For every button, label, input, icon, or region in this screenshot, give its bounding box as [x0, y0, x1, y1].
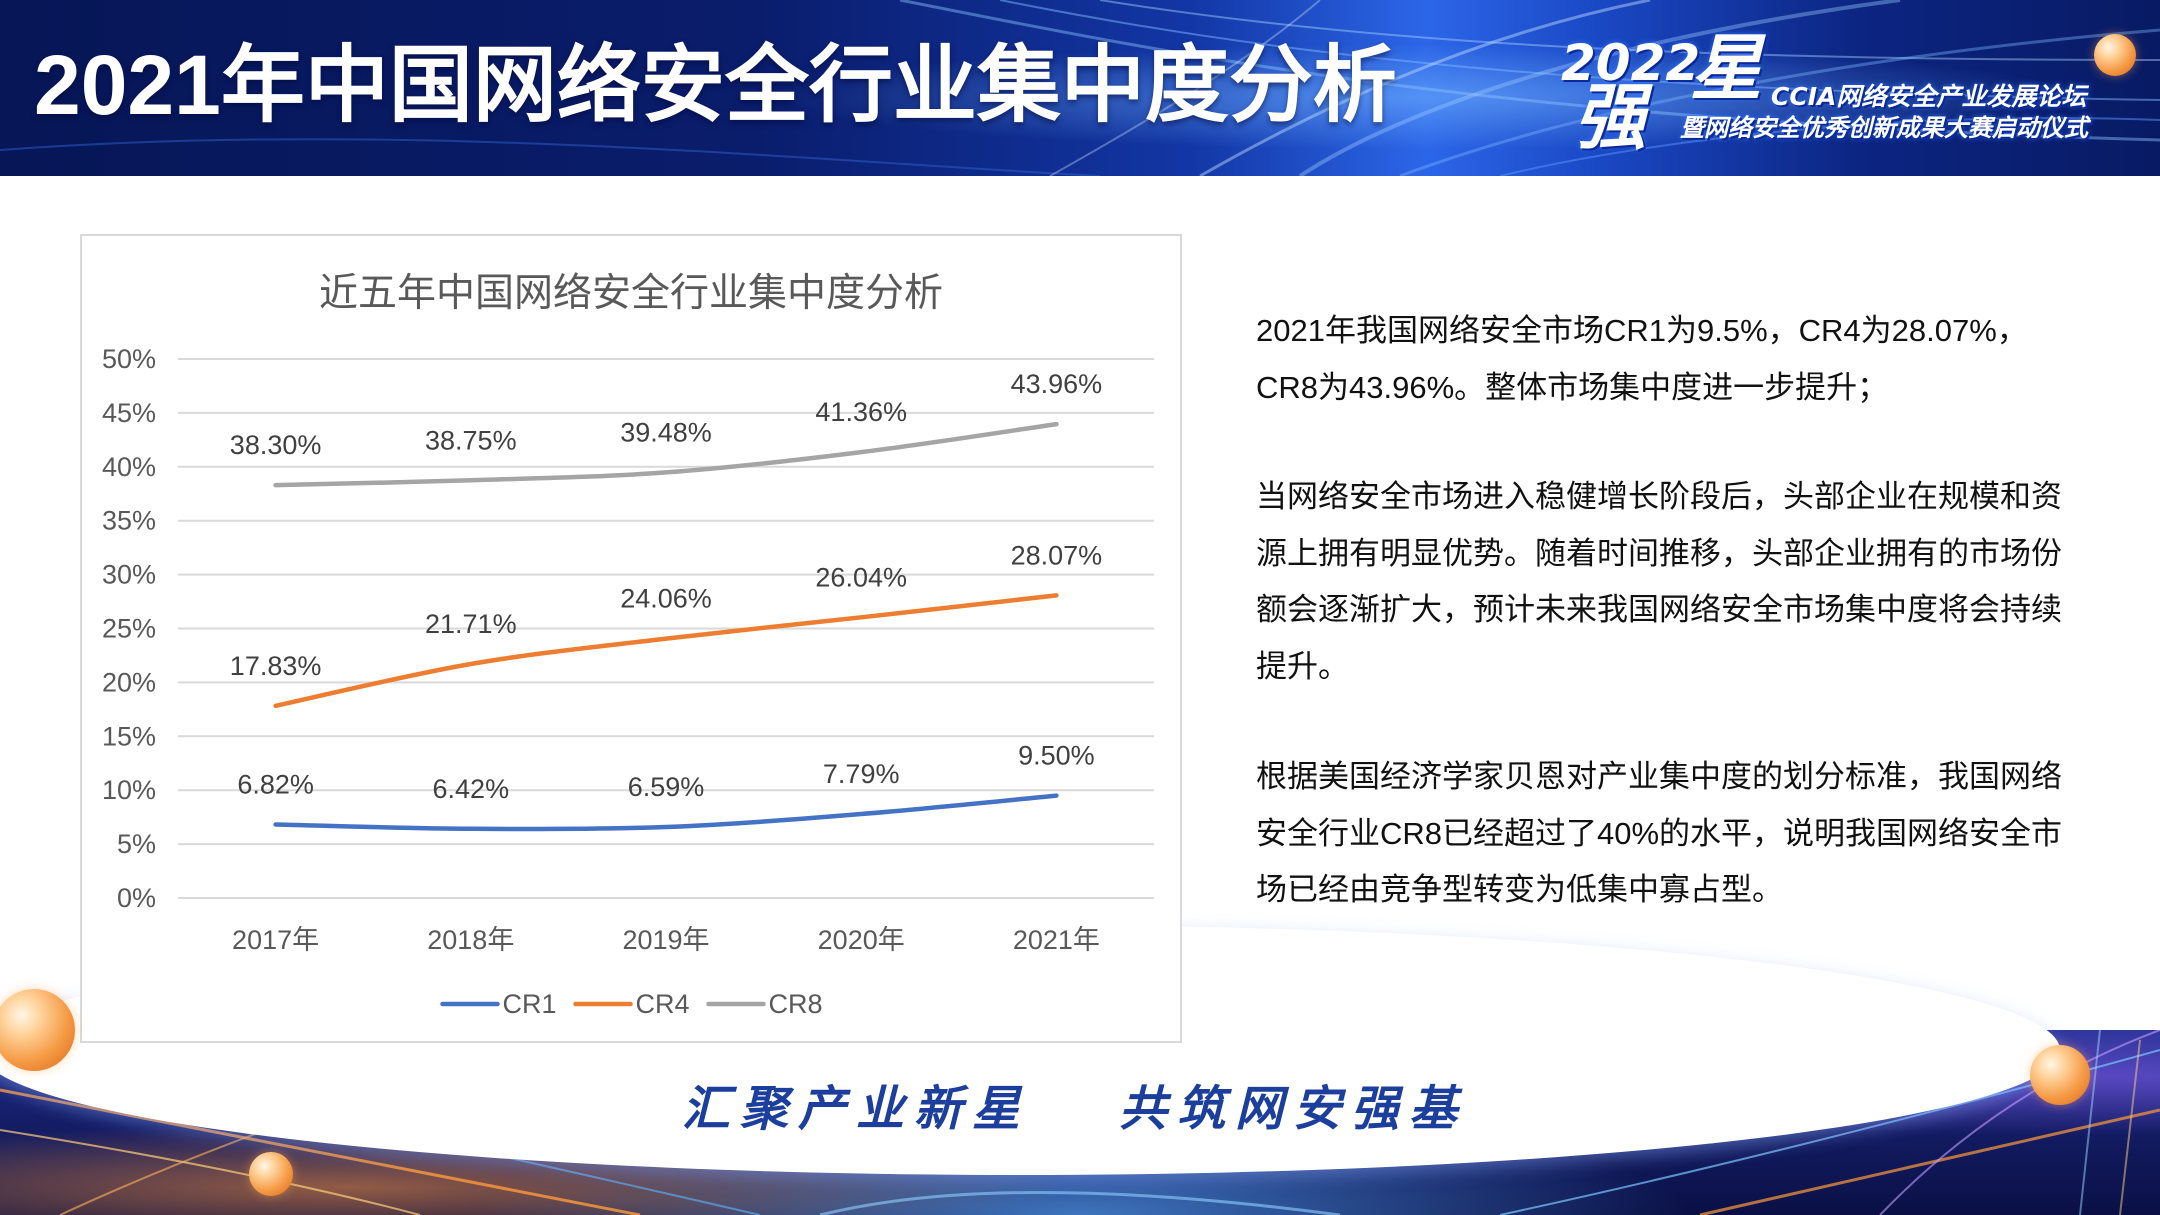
- logo-char-xing: 星: [1690, 26, 1763, 110]
- orange-sphere-decoration: [2030, 1045, 2090, 1105]
- logo-forum-name: CCIA网络安全产业发展论坛: [1771, 82, 2087, 111]
- legend: CR1 CR4 CR8: [440, 989, 823, 1019]
- data-label: 6.82%: [237, 769, 314, 799]
- y-tick-label: 20%: [102, 667, 156, 697]
- legend-label: CR8: [769, 989, 823, 1019]
- slogan-left: 汇聚产业新星: [682, 1081, 1031, 1137]
- line-chart: 0% 5% 10% 15% 20% 25% 30% 35% 40% 45% 50% 2017年 2018…: [102, 344, 1154, 1019]
- data-label: 6.42%: [433, 774, 510, 804]
- text-line: 额会逐渐扩大，预计未来我国网络安全市场集中度将会持续: [1256, 592, 2062, 627]
- slogan-right: 共筑网安强基: [1119, 1081, 1468, 1137]
- analysis-paragraph: 根据美国经济学家贝恩对产业集中度的划分标准，我国网络 安全行业CR8已经超过了4…: [1256, 749, 2116, 919]
- legend-label: CR1: [503, 989, 557, 1019]
- orange-sphere-decoration: [249, 1152, 293, 1196]
- series-cr4: 17.83% 21.71% 24.06% 26.04% 28.07%: [230, 540, 1103, 709]
- analysis-paragraph: 2021年我国网络安全市场CR1为9.5%，CR4为28.07%， CR8为43…: [1256, 303, 2116, 416]
- y-tick-label: 50%: [102, 344, 156, 374]
- analysis-text: 2021年我国网络安全市场CR1为9.5%，CR4为28.07%， CR8为43…: [1256, 0, 2116, 1000]
- y-tick-label: 30%: [102, 560, 156, 590]
- data-label: 24.06%: [620, 584, 712, 614]
- x-tick-label: 2020年: [818, 925, 905, 955]
- data-label: 43.96%: [1011, 369, 1103, 399]
- text-line: 2021年我国网络安全市场CR1为9.5%，CR4为28.07%，: [1256, 313, 2028, 348]
- series-line-cr4: [273, 593, 1059, 709]
- logo-year: 2022: [1561, 34, 1701, 92]
- y-tick-label: 0%: [117, 883, 156, 913]
- header-light-arcs: [0, 0, 2160, 176]
- slide-title: 2021年中国网络安全行业集中度分析: [34, 38, 1397, 132]
- x-tick-label: 2019年: [622, 925, 709, 955]
- x-axis: 2017年 2018年 2019年 2020年 2021年: [232, 925, 1100, 955]
- series-cr8: 38.30% 38.75% 39.48% 41.36% 43.96%: [230, 369, 1103, 488]
- series-cr1: 6.82% 6.42% 6.59% 7.79% 9.50%: [237, 741, 1095, 832]
- logo-ceremony-name: 暨网络安全优秀创新成果大赛启动仪式: [1680, 114, 2088, 142]
- y-tick-label: 45%: [102, 398, 156, 428]
- orange-sphere-decoration: [2094, 34, 2136, 76]
- y-tick-label: 10%: [102, 775, 156, 805]
- data-label: 38.30%: [230, 430, 322, 460]
- y-tick-label: 25%: [102, 614, 156, 644]
- text-line: 根据美国经济学家贝恩对产业集中度的划分标准，我国网络: [1256, 759, 2062, 794]
- header-banner: 2021年中国网络安全行业集中度分析 2022 星 强 CCIA网络安全产业发展…: [0, 0, 2160, 176]
- text-line: 源上拥有明显优势。随着时间推移，头部企业拥有的市场份: [1256, 535, 2062, 571]
- data-label: 7.79%: [823, 759, 900, 789]
- text-line: CR8为43.96%。整体市场集中度进一步提升；: [1256, 369, 1889, 405]
- data-label: 21.71%: [425, 609, 517, 639]
- chart-title: 近五年中国网络安全行业集中度分析: [318, 272, 943, 315]
- data-label: 39.48%: [620, 417, 712, 447]
- analysis-paragraph: 当网络安全市场进入稳健增长阶段后，头部企业在规模和资 源上拥有明显优势。随着时间…: [1256, 469, 2116, 695]
- y-tick-label: 40%: [102, 452, 156, 482]
- data-label: 41.36%: [815, 397, 907, 427]
- legend-item-cr1: CR1: [440, 989, 557, 1019]
- y-axis: 0% 5% 10% 15% 20% 25% 30% 35% 40% 45% 50%: [102, 344, 156, 913]
- data-label: 17.83%: [230, 651, 322, 681]
- orange-sphere-decoration: [0, 989, 75, 1071]
- chart-panel: 近五年中国网络安全行业集中度分析 0% 5% 10% 15% 20% 25% 30% 35% 4…: [80, 234, 1182, 1043]
- y-tick-label: 35%: [102, 506, 156, 536]
- legend-item-cr4: CR4: [573, 989, 690, 1019]
- data-label: 9.50%: [1018, 741, 1095, 771]
- legend-label: CR4: [636, 989, 690, 1019]
- data-label: 26.04%: [815, 562, 907, 592]
- x-tick-label: 2017年: [232, 925, 319, 955]
- data-label: 28.07%: [1011, 540, 1103, 570]
- text-line: 安全行业CR8已经超过了40%的水平，说明我国网络安全市: [1256, 815, 2063, 851]
- y-tick-label: 5%: [117, 829, 156, 859]
- logo-char-qiang: 强: [1574, 75, 1647, 159]
- gridlines: [178, 358, 1154, 899]
- text-line: 当网络安全市场进入稳健增长阶段后，头部企业在规模和资: [1256, 479, 2062, 514]
- x-tick-label: 2018年: [427, 925, 514, 955]
- legend-item-cr8: CR8: [706, 989, 823, 1019]
- text-line: 提升。: [1256, 648, 1349, 684]
- data-label: 38.75%: [425, 425, 517, 455]
- data-label: 6.59%: [628, 772, 705, 802]
- series-line-cr8: [273, 421, 1059, 488]
- y-tick-label: 15%: [102, 721, 156, 751]
- x-tick-label: 2021年: [1013, 925, 1100, 955]
- series-line-cr1: [273, 793, 1059, 832]
- text-line: 场已经由竞争型转变为低集中寡占型。: [1256, 872, 1783, 907]
